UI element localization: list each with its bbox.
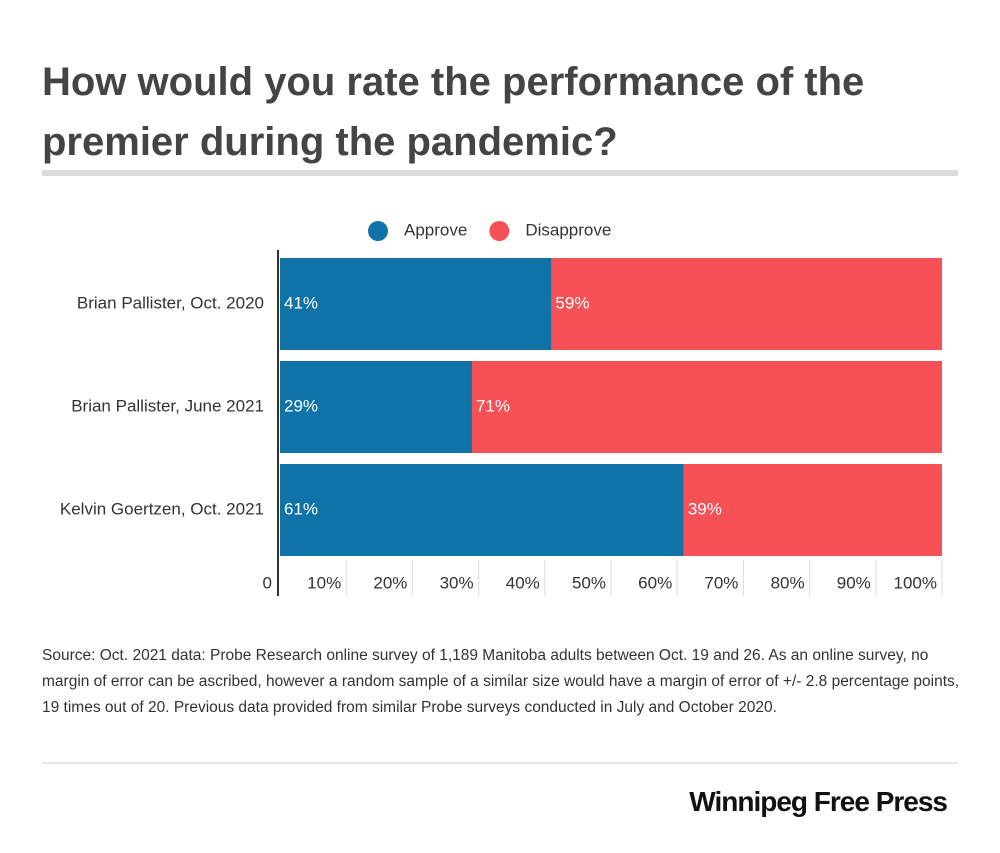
x-tick-label: 30% bbox=[440, 573, 474, 592]
bar-segment bbox=[280, 258, 552, 350]
x-tick-label: 60% bbox=[638, 573, 672, 592]
bar-segment bbox=[683, 464, 942, 556]
x-tick-label: 10% bbox=[307, 573, 341, 592]
x-tick-label: 90% bbox=[837, 573, 871, 592]
data-label: 59% bbox=[555, 293, 589, 312]
legend-label: Approve bbox=[404, 220, 467, 239]
legend-swatch bbox=[489, 221, 510, 241]
source-note: Source: Oct. 2021 data: Probe Research o… bbox=[42, 647, 960, 716]
legend-label: Disapprove bbox=[525, 220, 611, 239]
data-label: 39% bbox=[688, 499, 722, 518]
x-tick-label: 20% bbox=[373, 573, 407, 592]
title-rule bbox=[42, 170, 958, 176]
data-label: 29% bbox=[284, 396, 318, 415]
credit-logo: Winnipeg Free Press bbox=[689, 786, 948, 817]
x-tick-label: 50% bbox=[572, 573, 606, 592]
bar-segment bbox=[471, 361, 942, 453]
x-tick-label: 80% bbox=[771, 573, 805, 592]
x-tick-label: 0 bbox=[263, 573, 272, 592]
data-label: 71% bbox=[476, 396, 510, 415]
x-tick-label: 100% bbox=[894, 573, 937, 592]
footer-rule bbox=[42, 762, 958, 764]
y-tick-label: Brian Pallister, June 2021 bbox=[71, 396, 264, 415]
data-label: 41% bbox=[284, 293, 318, 312]
bar-segment bbox=[280, 464, 684, 556]
data-label: 61% bbox=[284, 499, 318, 518]
y-tick-label: Kelvin Goertzen, Oct. 2021 bbox=[60, 499, 264, 518]
x-tick-label: 40% bbox=[506, 573, 540, 592]
bar-segment bbox=[551, 258, 942, 350]
chart-title: How would you rate the performance of th… bbox=[42, 60, 865, 164]
y-tick-label: Brian Pallister, Oct. 2020 bbox=[77, 293, 264, 312]
bar-segment bbox=[280, 361, 472, 453]
x-tick-label: 70% bbox=[704, 573, 738, 592]
legend-swatch bbox=[368, 221, 388, 241]
